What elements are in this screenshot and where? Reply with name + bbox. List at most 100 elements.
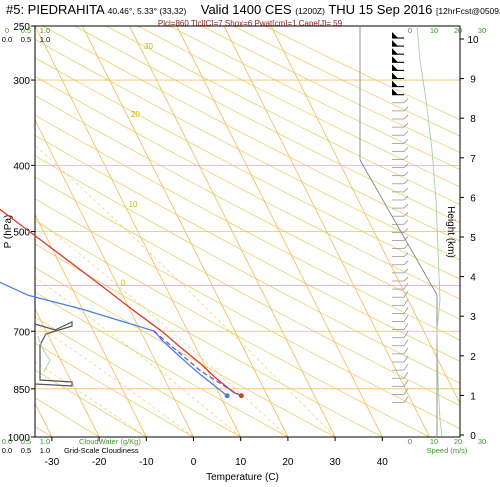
valid-utc: (1200Z)	[295, 6, 325, 16]
dry-adiabat	[35, 397, 100, 437]
pressure-tick-label: 500	[13, 228, 30, 239]
wind-barb-flag	[392, 72, 398, 79]
wind-barb-feather	[403, 323, 409, 330]
cloudiness-bottom-tick: 1.0	[40, 446, 50, 455]
cloudiness-bottom-tick: 0.5	[21, 446, 31, 455]
valid-date: THU 15 Sep 2016	[328, 2, 433, 17]
chart-title: #5: PIEDRAHITA 40.46°, 5.33° (33,32) Val…	[6, 2, 500, 17]
wind-barb-feather	[403, 268, 409, 274]
speed-top-tick: 0	[408, 26, 412, 35]
dry-adiabat	[35, 267, 336, 437]
isotherm-label: 20	[131, 110, 140, 119]
wind-panel-edge	[359, 159, 438, 296]
wind-barb-feather	[403, 331, 409, 338]
dry-adiabat	[35, 134, 460, 362]
dry-adiabat	[35, 38, 460, 261]
temperature-line	[0, 208, 242, 397]
height-tick-label: 0	[470, 431, 476, 442]
cloud-bottom-tick: 0.5	[21, 437, 31, 446]
moist-adiabat	[35, 276, 241, 437]
pressure-tick-label: 250	[13, 22, 30, 33]
dry-adiabat	[35, 57, 460, 280]
wind-barb-feather	[403, 163, 409, 168]
wind-barb-feather	[403, 171, 409, 176]
height-tick-label: 2	[470, 352, 476, 363]
wind-barb-feather	[403, 147, 409, 152]
moist-adiabat	[35, 217, 289, 437]
speed-bottom-tick: 30	[478, 437, 486, 446]
parcel-line	[153, 330, 242, 397]
wind-barb-feather	[403, 339, 409, 346]
wind-barb-feather	[403, 363, 409, 371]
wind-barb-feather	[403, 236, 409, 241]
cloud-top-tick: 0	[5, 26, 9, 35]
dry-adiabat	[35, 316, 242, 437]
grid-cloudiness-label: Grid-Scale Cloudiness	[64, 446, 139, 455]
dry-adiabat	[35, 198, 460, 430]
cloudwater-trace	[37, 335, 51, 373]
pressure-tick-label: 400	[13, 161, 30, 172]
height-tick-label: 8	[470, 114, 476, 125]
dry-adiabat	[41, 26, 460, 242]
wind-barb-feather	[403, 396, 409, 403]
wind-barb-flag	[392, 64, 398, 71]
surface-temperature-point	[238, 393, 244, 399]
temp-tick-label: 0	[191, 457, 197, 468]
valid-time: Valid 1400 CES	[200, 2, 292, 17]
wind-barb-feather	[403, 98, 409, 104]
wind-barb-feather	[403, 106, 409, 112]
speed-bottom-tick: 20	[454, 437, 462, 446]
dry-adiabat	[200, 26, 460, 154]
speed-top-tick: 20	[454, 26, 462, 35]
wind-barb-feather	[403, 139, 409, 144]
dry-adiabat	[35, 95, 460, 320]
wind-barb-feather	[403, 114, 409, 120]
wind-barb-feather	[403, 187, 409, 193]
isotherm	[35, 307, 100, 437]
height-tick-label: 6	[470, 193, 476, 204]
dry-adiabat	[35, 220, 431, 437]
wind-barb-feather	[403, 228, 409, 233]
temp-tick-label: -30	[45, 457, 60, 468]
cloudwater-label: CloudWater (g/Kg)	[79, 437, 141, 446]
speed-label: Speed (m/s)	[427, 446, 468, 455]
cloudiness-top-tick: 0.0	[2, 35, 12, 44]
height-tick-label: 3	[470, 312, 476, 323]
wind-barb-feather	[403, 299, 409, 306]
dry-adiabat	[35, 369, 148, 437]
wind-barb-feather	[403, 122, 409, 128]
speed-bottom-tick: 0	[408, 437, 412, 446]
dry-adiabat	[35, 176, 460, 407]
wind-barb-feather	[403, 347, 409, 355]
cloudiness-bottom-tick: 0.0	[2, 446, 12, 455]
wind-barb-flag	[392, 48, 398, 55]
height-axis-label: Height (km)	[445, 206, 456, 258]
cloudiness-trace	[34, 321, 73, 387]
dry-adiabat	[35, 114, 460, 341]
temp-tick-label: 20	[282, 457, 294, 468]
height-tick-label: 9	[470, 75, 476, 86]
wind-barb-feather	[403, 203, 409, 209]
isotherm-label: 10	[129, 200, 138, 209]
sounding-params: Plcl=860 Tlcl[C]=7 Shox=6 Pwat[cm]=1 Cap…	[157, 19, 343, 28]
dry-adiabat	[35, 342, 195, 437]
cloud-bottom-tick: 1.0	[40, 437, 50, 446]
cloudiness-top-tick: 1.0	[40, 35, 50, 44]
wind-barb-feather	[403, 179, 409, 185]
temp-tick-label: -20	[92, 457, 107, 468]
temp-tick-label: 30	[330, 457, 342, 468]
wind-barb-feather	[403, 282, 409, 290]
wind-barb-feather	[403, 195, 409, 201]
cloud-top-tick: 1.0	[40, 26, 50, 35]
dry-adiabat	[137, 26, 460, 188]
y-axis-label: P (hPa)	[3, 215, 14, 249]
height-tick-label: 7	[470, 154, 476, 165]
wind-barb-feather	[403, 372, 409, 379]
plot-area	[35, 26, 460, 437]
dry-adiabat	[35, 155, 460, 384]
forecast-info: [12hrFcst@0509z]	[436, 6, 500, 16]
cloud-top-tick: 0.5	[21, 26, 31, 35]
station-coords: 40.46°, 5.33° (33,32)	[107, 6, 187, 16]
wind-barb-feather	[403, 388, 409, 395]
